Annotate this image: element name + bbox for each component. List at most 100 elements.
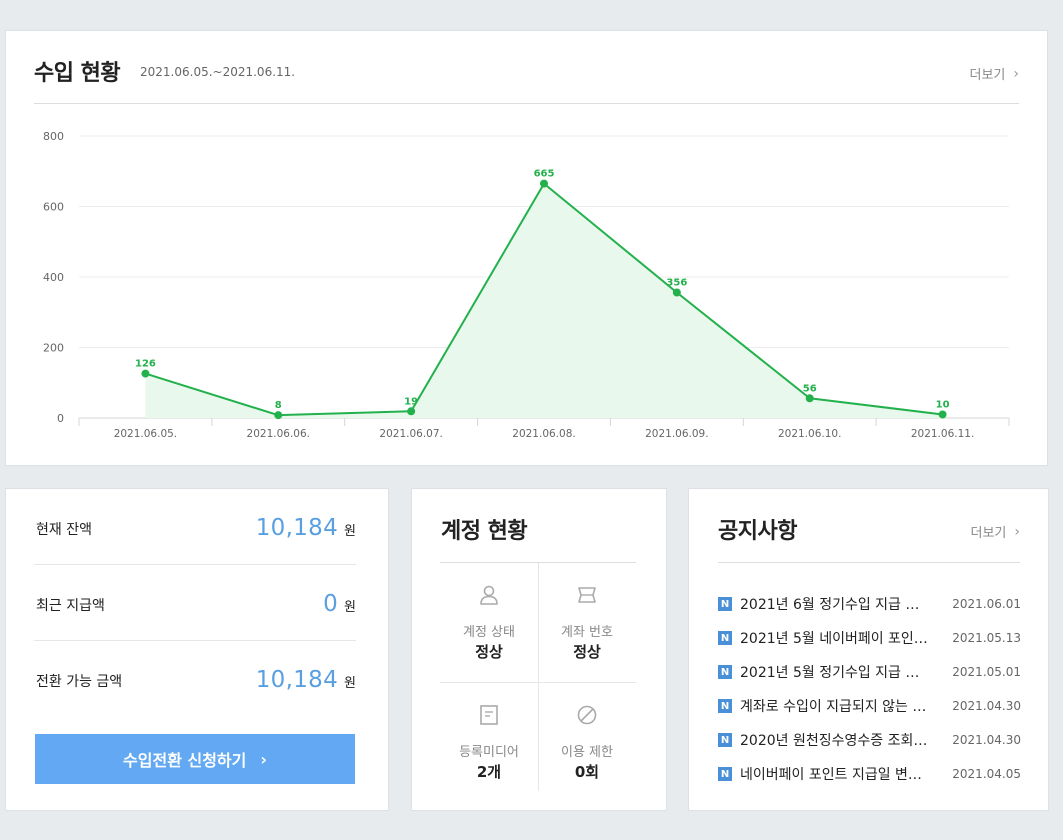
balance-row-current: 현재 잔액 10,184 원 <box>34 489 356 565</box>
recent-payment-value: 0 원 <box>323 591 356 617</box>
account-card: 계정 현황 계정 상태 정상 계좌 번호 정상 <box>411 488 667 811</box>
currency-unit: 원 <box>344 600 356 615</box>
data-point <box>141 369 150 378</box>
notice-more-link[interactable]: 더보기 › <box>970 522 1021 542</box>
y-tick-label: 200 <box>43 342 64 355</box>
data-label: 10 <box>936 399 950 410</box>
area-fill <box>145 183 943 418</box>
revenue-chart: 0 200 400 600 800 2021.06.05. 2021.06.06. 2021.… <box>43 130 1010 440</box>
notice-item-title: 2021년 5월 정기수입 지급 일… <box>740 665 932 681</box>
notice-item-date: 2021.04.05 <box>952 767 1021 781</box>
notice-item-title: 2020년 원천징수영수증 조회… <box>740 733 928 749</box>
bank-account-label: 계좌 번호 <box>561 625 613 640</box>
data-point <box>540 179 548 188</box>
notice-item-title: 2021년 5월 네이버페이 포인… <box>740 631 928 647</box>
notice-item-date: 2021.04.30 <box>952 699 1021 713</box>
revenue-more-link[interactable]: 더보기 › <box>969 64 1020 84</box>
data-point <box>672 288 681 297</box>
person-icon <box>480 585 498 605</box>
registered-media-cell: 등록미디어 2개 <box>440 683 538 797</box>
notice-item-date: 2021.04.30 <box>952 733 1021 747</box>
notice-item-date: 2021.05.01 <box>952 665 1021 679</box>
data-point <box>274 411 283 420</box>
new-badge-icon: N <box>718 733 732 747</box>
account-status-value: 정상 <box>475 643 503 661</box>
new-badge-icon: N <box>718 665 732 679</box>
y-tick-label: 0 <box>57 412 64 425</box>
grid-divider-horizontal <box>440 682 636 683</box>
notice-list: N 2021년 6월 정기수입 지급 일… 2021.06.01 N 2021년… <box>718 587 1021 791</box>
x-tick-label: 2021.06.06. <box>247 428 310 440</box>
bank-account-value: 정상 <box>573 643 601 661</box>
grid-divider-vertical <box>538 563 539 791</box>
data-label: 356 <box>666 278 687 289</box>
x-tick-label: 2021.06.10. <box>778 428 841 440</box>
notice-item[interactable]: N 2021년 5월 정기수입 지급 일… 2021.05.01 <box>718 655 1021 689</box>
notice-item-date: 2021.05.13 <box>952 631 1021 645</box>
chevron-right-icon: › <box>1014 523 1020 540</box>
recent-payment-amount: 0 <box>323 591 339 617</box>
notice-item[interactable]: N 네이버페이 포인트 지급일 변… 2021.04.05 <box>718 757 1021 791</box>
new-badge-icon: N <box>718 597 732 611</box>
notice-item-title: 계좌로 수입이 지급되지 않는 … <box>740 699 927 715</box>
notice-item[interactable]: N 2021년 5월 네이버페이 포인… 2021.05.13 <box>718 621 1021 655</box>
recent-payment-label: 최근 지급액 <box>36 598 105 614</box>
revenue-more-label: 더보기 <box>969 68 1006 83</box>
prohibited-icon <box>577 705 597 725</box>
notice-item-title: 2021년 6월 정기수입 지급 일… <box>740 597 932 613</box>
notice-divider <box>718 562 1020 563</box>
apply-conversion-button[interactable]: 수입전환 신청하기 › <box>35 734 355 784</box>
data-label: 8 <box>275 400 282 411</box>
new-badge-icon: N <box>718 767 732 781</box>
notice-item[interactable]: N 2020년 원천징수영수증 조회… 2021.04.30 <box>718 723 1021 757</box>
revenue-card: 수입 현황 2021.06.05.~2021.06.11. 더보기 › 0 200… <box>5 30 1048 466</box>
current-balance-value: 10,184 원 <box>256 515 356 541</box>
card-icon <box>578 587 596 603</box>
x-tick-label: 2021.06.08. <box>512 428 575 440</box>
notice-more-label: 더보기 <box>970 526 1007 541</box>
notice-item-title: 네이버페이 포인트 지급일 변… <box>740 767 922 783</box>
bank-account-cell: 계좌 번호 정상 <box>538 563 636 677</box>
registered-media-label: 등록미디어 <box>459 745 519 760</box>
x-tick-label: 2021.06.11. <box>911 428 974 440</box>
convertible-amount-value: 10,184 원 <box>256 667 356 693</box>
notice-item[interactable]: N 2021년 6월 정기수입 지급 일… 2021.06.01 <box>718 587 1021 621</box>
account-status-cell: 계정 상태 정상 <box>440 563 538 677</box>
data-label: 665 <box>534 169 555 180</box>
revenue-date-range: 2021.06.05.~2021.06.11. <box>140 65 296 79</box>
revenue-divider <box>34 103 1019 104</box>
currency-unit: 원 <box>344 524 356 539</box>
convertible-amount: 10,184 <box>255 667 339 693</box>
current-balance-amount: 10,184 <box>255 515 339 541</box>
convertible-amount-label: 전환 가능 금액 <box>36 674 123 690</box>
account-title: 계정 현황 <box>441 519 528 544</box>
document-icon <box>480 705 498 725</box>
new-badge-icon: N <box>718 631 732 645</box>
data-label: 56 <box>803 383 817 394</box>
x-tick-label: 2021.06.09. <box>645 428 708 440</box>
data-point <box>938 410 947 419</box>
account-status-label: 계정 상태 <box>463 625 515 640</box>
usage-restriction-label: 이용 제한 <box>561 745 613 760</box>
y-tick-label: 400 <box>43 271 64 284</box>
notice-card: 공지사항 더보기 › N 2021년 6월 정기수입 지급 일… 2021.06… <box>688 488 1049 811</box>
new-badge-icon: N <box>718 699 732 713</box>
notice-title: 공지사항 <box>718 519 797 544</box>
usage-restriction-cell: 이용 제한 0회 <box>538 683 636 797</box>
x-tick-label: 2021.06.07. <box>379 428 442 440</box>
x-tick-label: 2021.06.05. <box>114 428 177 440</box>
data-label: 19 <box>404 396 418 407</box>
y-tick-label: 600 <box>43 201 64 214</box>
registered-media-value: 2개 <box>476 763 502 781</box>
balance-card: 현재 잔액 10,184 원 최근 지급액 0 원 전환 가능 금액 10,18… <box>5 488 389 811</box>
balance-row-convertible: 전환 가능 금액 10,184 원 <box>34 641 356 717</box>
chevron-right-icon: › <box>260 749 267 769</box>
y-tick-label: 800 <box>43 130 64 143</box>
chevron-right-icon: › <box>1013 65 1019 82</box>
balance-row-recent: 최근 지급액 0 원 <box>34 565 356 641</box>
current-balance-label: 현재 잔액 <box>36 522 92 538</box>
notice-item[interactable]: N 계좌로 수입이 지급되지 않는 … 2021.04.30 <box>718 689 1021 723</box>
data-point <box>407 407 416 416</box>
currency-unit: 원 <box>344 676 356 691</box>
data-point <box>805 394 814 403</box>
